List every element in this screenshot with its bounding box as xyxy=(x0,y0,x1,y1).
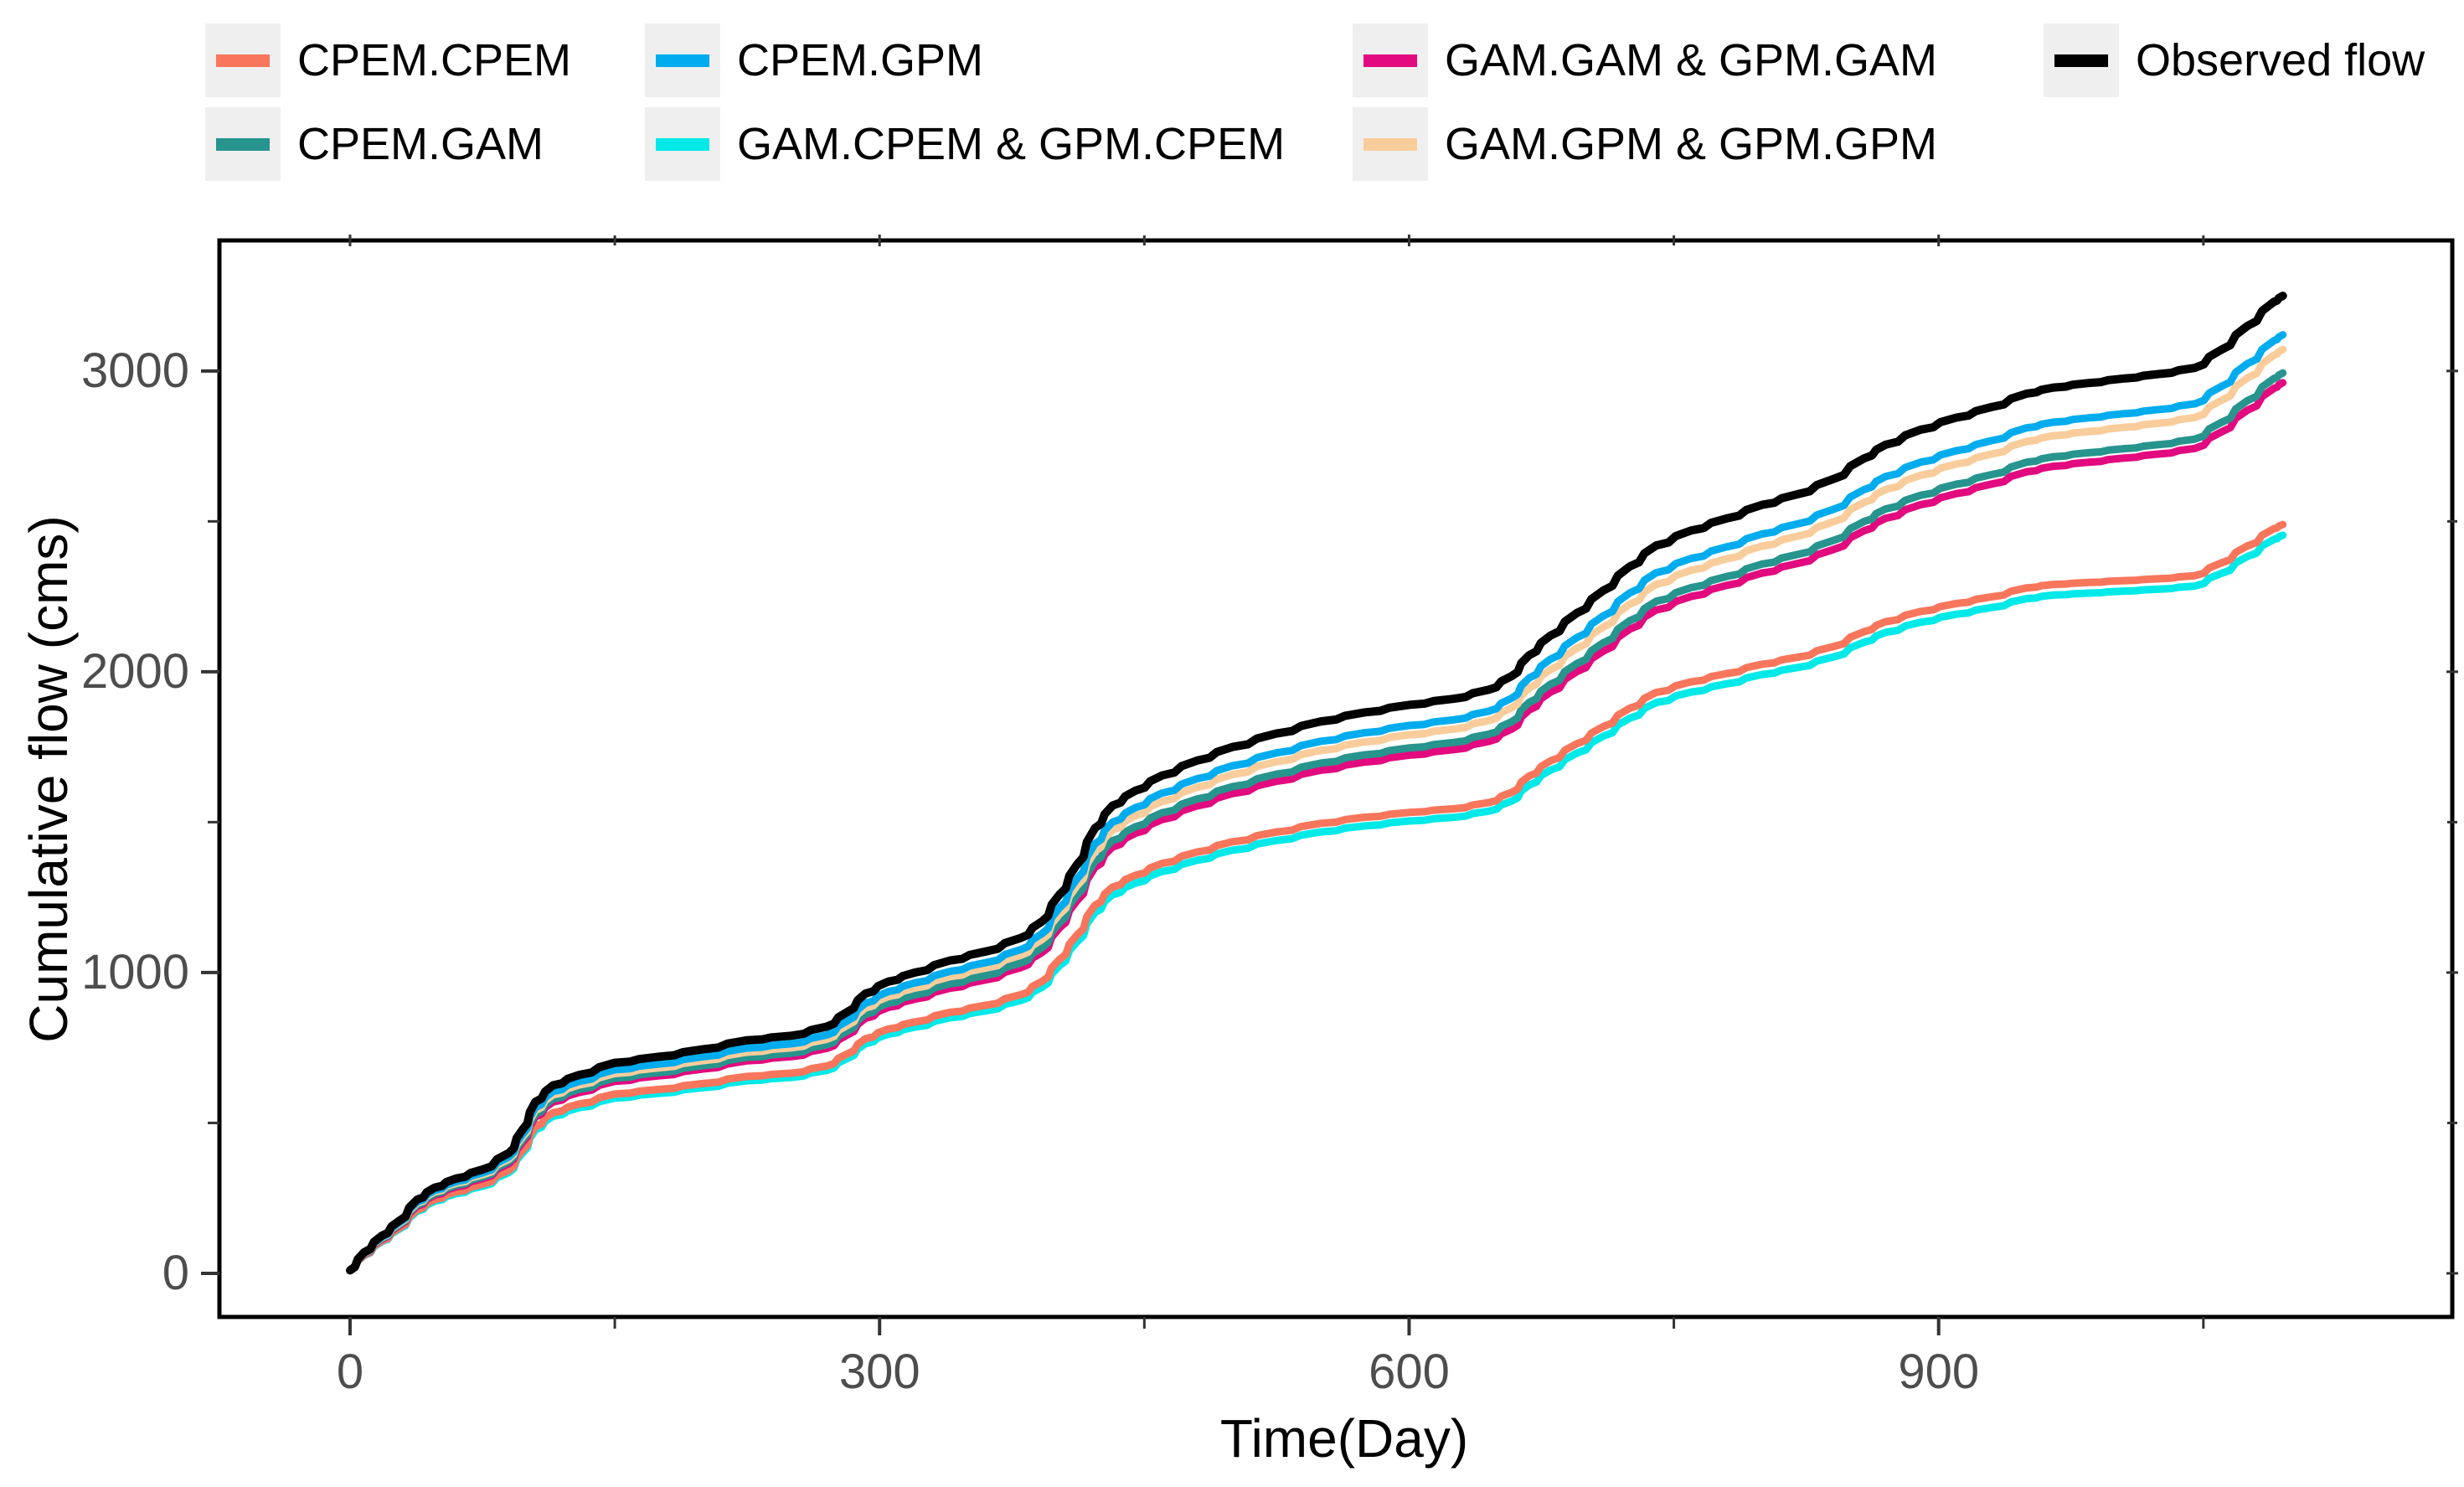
legend-item-gam-cpem-gpm-cpem: GAM.CPEM & GPM.CPEM xyxy=(645,107,1285,181)
x-tick-label: 0 xyxy=(336,1345,364,1399)
x-tick-label: 300 xyxy=(838,1345,920,1399)
y-tick-label: 1000 xyxy=(80,944,189,999)
series-line-cpem-gam xyxy=(346,369,2287,1275)
series-line-gam-cpem-gpm-cpem xyxy=(346,531,2287,1275)
legend-item-gam-gpm-gpm-gpm: GAM.GPM & GPM.GPM xyxy=(1353,107,1937,181)
legend-line-swatch xyxy=(216,137,270,151)
series-line-gam-gpm-gpm-gpm xyxy=(346,345,2287,1274)
legend-label: GAM.CPEM & GPM.CPEM xyxy=(737,119,1286,169)
x-tick-label: 900 xyxy=(1898,1345,1980,1399)
legend-item-cpem-gpm: CPEM.GPM xyxy=(645,23,983,97)
series-line-cpem-gpm xyxy=(346,331,2287,1274)
legend-label: CPEM.GAM xyxy=(297,119,544,169)
panel-border xyxy=(217,238,2455,1319)
legend-label: Observed flow xyxy=(2136,35,2425,85)
x-axis-title: Time(Day) xyxy=(1219,1408,1469,1469)
legend-line-swatch xyxy=(216,54,270,67)
legend-label: GAM.GPM & GPM.GPM xyxy=(1445,119,1938,169)
legend-key xyxy=(205,107,281,181)
legend-key xyxy=(1353,23,1428,97)
x-tick-label: 600 xyxy=(1369,1345,1450,1399)
legend-key xyxy=(645,107,720,181)
legend-line-swatch xyxy=(656,137,709,151)
series-line-observed-flow xyxy=(346,292,2287,1275)
legend-key xyxy=(205,23,281,97)
legend-key xyxy=(645,23,720,97)
legend-line-swatch xyxy=(1363,54,1417,67)
y-tick-label: 0 xyxy=(162,1245,189,1300)
legend-key xyxy=(2044,23,2119,97)
legend-label: CPEM.CPEM xyxy=(297,35,572,85)
legend-label: CPEM.GPM xyxy=(737,35,984,85)
legend-item-cpem-cpem: CPEM.CPEM xyxy=(205,23,571,97)
legend-item-gam-gam-gpm-gam: GAM.GAM & GPM.GAM xyxy=(1353,23,1937,97)
y-tick-label: 2000 xyxy=(80,643,189,699)
series-line-cpem-cpem xyxy=(346,520,2287,1275)
legend-label: GAM.GAM & GPM.GAM xyxy=(1445,35,1938,85)
y-axis-title: Cumulative flow (cms) xyxy=(18,514,79,1043)
legend-line-swatch xyxy=(1363,137,1417,151)
legend-item-observed-flow: Observed flow xyxy=(2044,23,2425,97)
legend-line-swatch xyxy=(656,54,709,67)
legend-line-swatch xyxy=(2054,54,2108,67)
legend-item-cpem-gam: CPEM.GAM xyxy=(205,107,544,181)
y-tick-label: 3000 xyxy=(80,343,189,398)
legend-key xyxy=(1353,107,1428,181)
